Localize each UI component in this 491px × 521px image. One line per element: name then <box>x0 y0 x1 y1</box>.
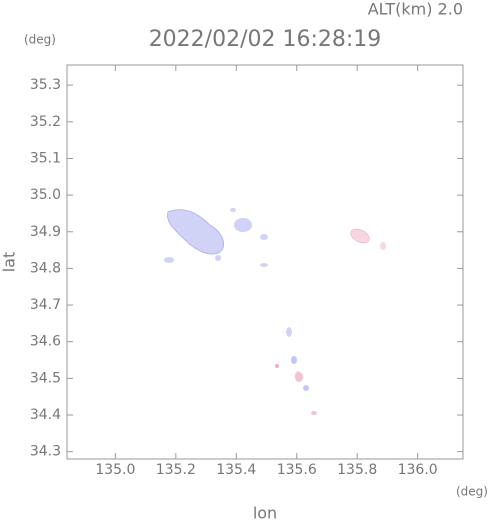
echo <box>164 257 174 263</box>
y-tick-label: 34.3 <box>30 444 61 460</box>
y-tick-label: 34.9 <box>30 224 61 240</box>
y-tick-label: 34.4 <box>30 407 61 423</box>
x-unit: (deg) <box>456 485 488 499</box>
echo <box>303 385 309 391</box>
plot-frame <box>66 64 464 460</box>
altitude-label: ALT(km) 2.0 <box>368 0 463 19</box>
echo <box>291 356 297 364</box>
x-tick-label: 135.8 <box>337 462 377 478</box>
y-tick-label: 34.6 <box>30 334 61 350</box>
echo <box>167 209 224 255</box>
x-tick-label: 135.2 <box>156 462 196 478</box>
echo <box>275 364 279 368</box>
echo <box>311 411 317 415</box>
echoes <box>164 208 386 415</box>
echo <box>260 263 268 267</box>
x-tick-label: 135.6 <box>277 462 317 478</box>
chart-title: 2022/02/02 16:28:19 <box>149 27 382 52</box>
x-tick-label: 135.4 <box>216 462 256 478</box>
echo <box>234 218 252 232</box>
y-tick-label: 35.3 <box>30 77 61 93</box>
echo <box>295 372 303 382</box>
y-unit: (deg) <box>24 33 56 47</box>
y-tick-label: 34.7 <box>30 297 61 313</box>
y-tick-label: 34.8 <box>30 260 61 276</box>
x-tick-label: 135.0 <box>95 462 135 478</box>
echo <box>350 228 370 244</box>
y-axis-label: lat <box>0 252 19 273</box>
echo <box>230 208 236 212</box>
y-tick-label: 35.1 <box>30 150 61 166</box>
echo <box>260 234 268 240</box>
y-tick-label: 34.5 <box>30 370 61 386</box>
y-tick-label: 35.2 <box>30 114 61 130</box>
x-axis-label: lon <box>253 504 277 521</box>
x-tick-label: 136.0 <box>398 462 438 478</box>
echo <box>215 255 221 261</box>
y-tick-label: 35.0 <box>30 187 61 203</box>
echo <box>380 242 386 250</box>
echo <box>286 327 292 337</box>
